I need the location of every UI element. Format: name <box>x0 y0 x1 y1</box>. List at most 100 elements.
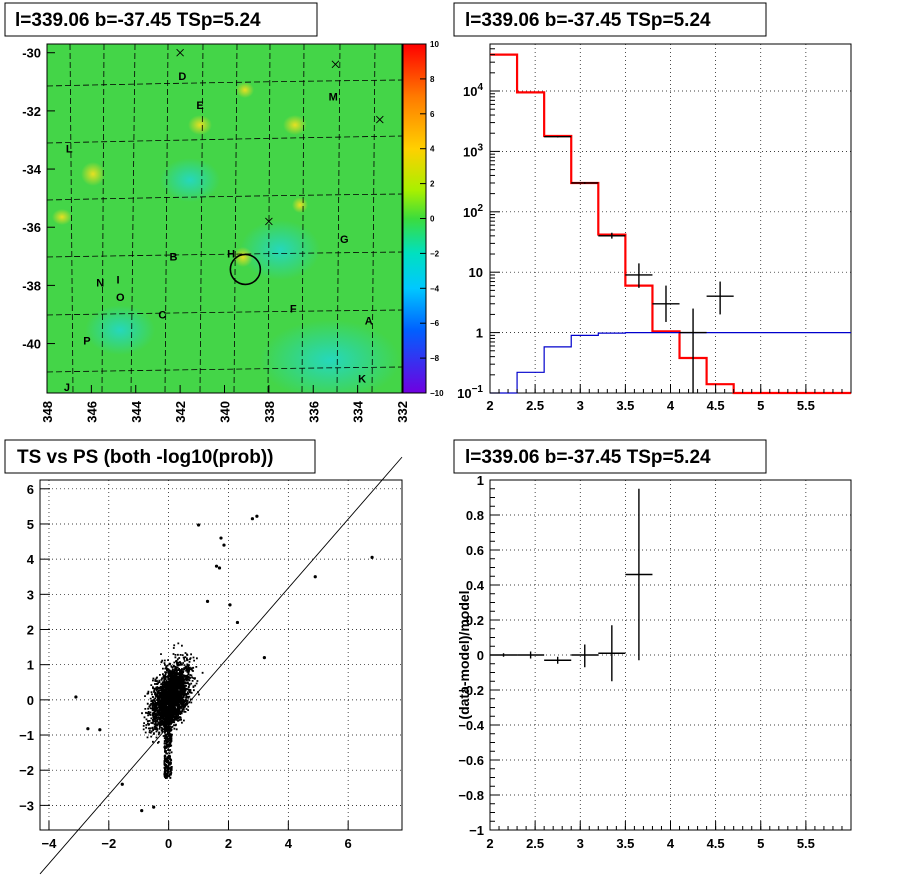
colorbar-tick-label: −6 <box>430 319 440 328</box>
x-tick-label: 5.5 <box>797 836 815 851</box>
y-axis-ticks: −1 −0.8 −0.6 −0.4 −0.2 0 0.2 0.4 0.6 0.8 1 <box>458 473 500 838</box>
x-tick-label: 332 <box>395 401 410 423</box>
residual-points <box>490 488 653 682</box>
y-tick-label: 103 <box>463 142 483 159</box>
crosses <box>176 48 384 226</box>
source-label: K <box>358 373 366 385</box>
scatter-grid <box>40 480 402 830</box>
scatter-point <box>228 603 232 607</box>
cross-marker <box>176 48 184 57</box>
cross-marker <box>375 115 384 124</box>
source-label: I <box>116 275 119 287</box>
x-tick-label: 2 <box>486 836 493 851</box>
sky-map-panel: D E M L G B H N IO C F A P J K 348 346 344 342 340 338 336 33… <box>4 2 444 423</box>
x-tick-label: 3 <box>577 836 584 851</box>
scatter-outliers <box>74 514 374 813</box>
x-tick-label: 4 <box>667 398 675 413</box>
residual-point <box>625 488 653 661</box>
y-tick-label: 3 <box>27 587 34 602</box>
title-c: TS vs PS (both -log10(prob)) <box>17 447 274 468</box>
x-tick-label: 6 <box>345 836 352 851</box>
y-tick-label: 0.2 <box>466 613 484 628</box>
scatter-point <box>196 523 201 527</box>
series-line <box>490 332 851 394</box>
x-tick-label: 5 <box>757 398 764 413</box>
scatter-point <box>255 514 259 518</box>
scatter-frame <box>39 479 403 831</box>
y-tick-label: −2 <box>19 763 34 778</box>
colorbar-tick-label: −8 <box>430 354 440 363</box>
x-tick-label: 3.5 <box>616 836 634 851</box>
source-label: J <box>64 382 70 394</box>
title-b: l=339.06 b=-37.45 TSp=5.24 <box>465 10 711 31</box>
source-label: M <box>329 91 338 103</box>
x-tick-label: 338 <box>262 401 277 423</box>
scatter-point <box>214 564 219 568</box>
cross-stroke <box>176 48 184 57</box>
y-tick-label: 2 <box>27 622 34 637</box>
y-tick-label: 0.6 <box>466 543 484 558</box>
title-d: l=339.06 b=-37.45 TSp=5.24 <box>465 447 711 468</box>
scatter-point <box>235 620 240 625</box>
x-tick-label: 0 <box>165 836 172 851</box>
residual-ylabel: (data-model)/model <box>456 590 472 719</box>
y-tick-label: -36 <box>22 220 41 235</box>
x-tick-label: 346 <box>84 401 99 423</box>
colorbar-ticks: 10 8 6 4 2 0 −2 −4 −6 −8 −10 <box>420 40 444 398</box>
colorbar-tick-label: −2 <box>430 249 440 258</box>
x-tick-label: 2 <box>225 836 232 851</box>
y-tick-label: −1 <box>19 728 34 743</box>
x-tick-label: 348 <box>40 401 55 423</box>
y-tick-label: 1 <box>476 326 483 341</box>
x-tick-label: 3.5 <box>616 398 634 413</box>
x-tick-label: 334 <box>351 400 366 422</box>
title-a: l=339.06 b=-37.45 TSp=5.24 <box>15 10 261 31</box>
y-tick-label: 10 <box>469 265 483 280</box>
scatter-point <box>74 695 78 699</box>
source-circle <box>229 253 262 286</box>
residual-point <box>571 644 599 668</box>
y-tick-label: -32 <box>22 104 41 119</box>
x-tick-label: 5 <box>757 836 764 851</box>
scatter-cloud-points <box>141 642 204 779</box>
y-tick-label: 102 <box>463 203 483 220</box>
scatter-point <box>262 656 266 660</box>
x-tick-label: 4.5 <box>707 836 725 851</box>
y-tick-label: -30 <box>22 46 41 61</box>
y-tick-label: −0.2 <box>458 683 484 698</box>
sky-map-texture <box>47 44 402 393</box>
colorbar-tick-label: 4 <box>430 145 435 154</box>
x-axis-ticks: −4 −2 0 2 4 6 <box>42 821 352 851</box>
y-tick-label: 0.4 <box>466 578 485 593</box>
cross-stroke <box>375 115 384 124</box>
data-point <box>571 182 599 184</box>
scatter-point <box>98 728 102 732</box>
colorbar <box>403 44 426 393</box>
source-label: H <box>227 248 235 260</box>
x-tick-label: −2 <box>101 836 116 851</box>
x-tick-label: 5.5 <box>797 398 815 413</box>
series-line <box>490 53 851 395</box>
x-tick-label: 4.5 <box>707 398 725 413</box>
source-label: B <box>169 251 177 263</box>
source-label: D <box>178 71 186 83</box>
residual-point <box>544 656 572 664</box>
x-tick-label: 2.5 <box>526 836 544 851</box>
y-tick-label: 0 <box>27 693 34 708</box>
source-label: C <box>158 309 166 321</box>
colorbar-tick-label: 10 <box>430 40 439 49</box>
scatter-point <box>217 566 222 570</box>
scatter-point <box>370 555 374 559</box>
x-axis-ticks: 2 2.5 3 3.5 4 4.5 5 5.5 <box>486 384 852 413</box>
scatter-point <box>120 782 124 786</box>
data-point <box>544 135 572 138</box>
x-tick-label: 4 <box>285 836 293 851</box>
x-tick-label: 342 <box>173 401 188 423</box>
colorbar-tick-label: −10 <box>430 389 444 398</box>
x-tick-label: 2.5 <box>526 398 544 413</box>
y-tick-label: -38 <box>22 278 41 293</box>
cross-marker <box>265 217 273 226</box>
y-axis-ticks: −3 −2 −1 0 1 2 3 4 5 6 <box>19 482 50 813</box>
scatter-point <box>140 809 144 813</box>
